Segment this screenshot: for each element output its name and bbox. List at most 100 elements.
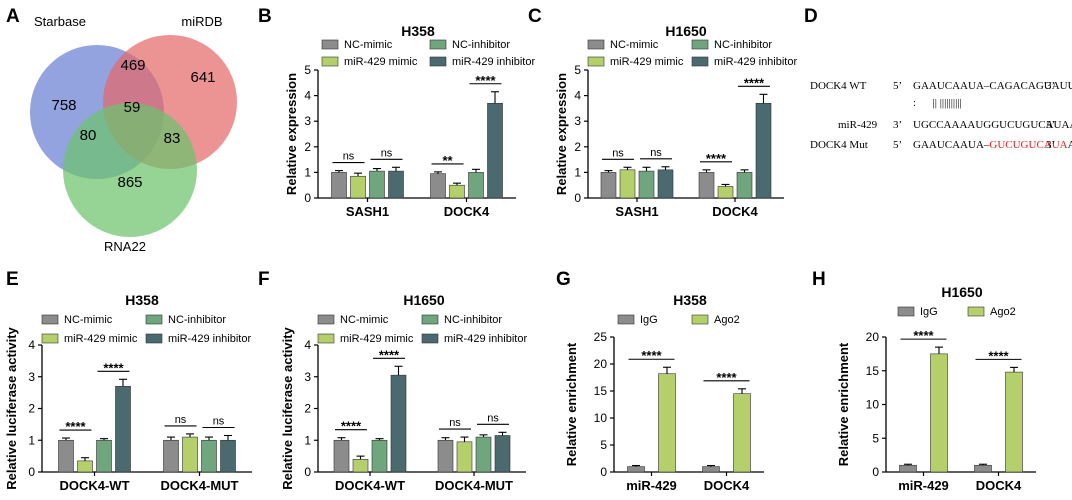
bar bbox=[437, 439, 454, 473]
bar bbox=[475, 436, 492, 473]
y-tick-label: 5 bbox=[872, 431, 879, 445]
legend-label-nc-mimic: NC-mimic bbox=[610, 39, 659, 51]
y-tick-label: 20 bbox=[594, 357, 608, 371]
significance-label: **** bbox=[379, 347, 400, 362]
significance-label: **** bbox=[341, 419, 362, 434]
legend-panel-b: NC-mimic NC-inhibitor miR-429 mimic miR-… bbox=[321, 39, 535, 68]
binding-mut-seq: GAAUCAAUA–GUCUGUCAUAAA bbox=[913, 139, 1072, 151]
panel-letter-b: B bbox=[258, 6, 272, 27]
legend-label-igg: IgG bbox=[640, 314, 658, 326]
bar bbox=[390, 374, 407, 473]
venn-count-starbase-rna22: 80 bbox=[80, 127, 97, 144]
chart-panel-e: H358 Relative luciferase activity 0 1 2 3 4 DOC… bbox=[4, 292, 252, 493]
panel-letter-f: F bbox=[258, 269, 270, 290]
bar bbox=[1005, 371, 1023, 473]
binding-mut-seq-part1: GAAUCAAUA– bbox=[913, 139, 990, 151]
chart-panel-h: H1650 Relative enrichment 0 5 10 15 20 miR-429 D… bbox=[836, 284, 1036, 493]
venn-count-starbase-only: 758 bbox=[51, 97, 76, 114]
significance-label: ns bbox=[343, 151, 355, 163]
bar bbox=[733, 393, 751, 473]
x-category-label: DOCK4 bbox=[444, 204, 490, 219]
bar bbox=[77, 460, 93, 473]
panel-letter-g: G bbox=[556, 269, 571, 290]
legend-swatch-nc-mimic bbox=[587, 39, 605, 50]
legend-swatch-ago2 bbox=[691, 314, 709, 325]
y-tick-label: 1 bbox=[28, 433, 35, 447]
bar bbox=[468, 172, 484, 199]
legend-swatch-nc-inhibitor bbox=[421, 314, 439, 325]
significance-label: **** bbox=[475, 73, 496, 88]
binding-mir-prime5: 5’ bbox=[1046, 119, 1055, 131]
bar bbox=[58, 439, 74, 473]
significance-label: **** bbox=[913, 328, 934, 343]
bar bbox=[717, 186, 734, 199]
panel-letter-h: H bbox=[812, 269, 826, 290]
bar bbox=[600, 172, 617, 199]
panel-letter-d: D bbox=[804, 6, 818, 27]
legend-swatch-nc-inhibitor bbox=[429, 39, 447, 50]
legend-panel-c: NC-mimic NC-inhibitor miR-429 mimic miR-… bbox=[587, 39, 797, 68]
legend-swatch-nc-mimic bbox=[317, 314, 335, 325]
y-tick-label: 15 bbox=[866, 364, 880, 378]
y-tick-label: 0 bbox=[574, 191, 581, 205]
bar bbox=[331, 172, 347, 199]
y-tick-label: 10 bbox=[594, 411, 608, 425]
bar bbox=[430, 173, 446, 199]
binding-pairing-marks: : || |||||||||| bbox=[913, 97, 962, 109]
bar bbox=[638, 170, 655, 199]
venn-circle-rna22 bbox=[63, 103, 197, 237]
x-category-label: DOCK4-WT bbox=[335, 478, 405, 493]
legend-label-ago2: Ago2 bbox=[990, 306, 1016, 318]
legend-label-nc-inhibitor: NC-inhibitor bbox=[452, 39, 510, 51]
legend-panel-f: NC-mimic NC-inhibitor miR-429 mimic miR-… bbox=[317, 314, 527, 345]
binding-label-wt: DOCK4 WT bbox=[810, 80, 867, 92]
bar bbox=[350, 175, 366, 199]
binding-label-mir: miR-429 bbox=[838, 119, 878, 131]
y-tick-label: 0 bbox=[304, 191, 311, 205]
venn-count-mirdb-only: 641 bbox=[190, 69, 215, 86]
y-tick-label: 1 bbox=[574, 165, 581, 179]
legend-label-igg: IgG bbox=[920, 306, 938, 318]
x-category-label: DOCK4-WT bbox=[59, 478, 129, 493]
bar bbox=[388, 170, 404, 199]
venn-label-mirdb: miRDB bbox=[181, 14, 222, 29]
bar bbox=[698, 172, 715, 199]
significance-label: ns bbox=[213, 415, 225, 427]
venn-count-all: 59 bbox=[124, 99, 141, 116]
venn-count-rna22-only: 865 bbox=[117, 174, 142, 191]
legend-label-mir-inhibitor: miR-429 inhibitor bbox=[452, 56, 535, 68]
bar bbox=[755, 102, 772, 199]
bar bbox=[657, 169, 674, 199]
bar bbox=[201, 439, 217, 473]
bar bbox=[619, 169, 636, 199]
y-tick-label: 5 bbox=[574, 63, 581, 77]
y-tick-label: 0 bbox=[872, 465, 879, 479]
y-tick-label: 5 bbox=[600, 438, 607, 452]
legend-swatch-ago2 bbox=[967, 306, 985, 317]
significance-label: **** bbox=[988, 348, 1009, 363]
y-tick-label: 3 bbox=[304, 370, 311, 384]
y-axis-label: Relative enrichment bbox=[564, 342, 579, 466]
binding-mir-seq: UGCCAAAAUGGUCUGUCAUAAU bbox=[913, 119, 1072, 131]
binding-mut-seq-part2: AA bbox=[1068, 139, 1072, 151]
y-tick-label: 5 bbox=[304, 63, 311, 77]
y-tick-label: 3 bbox=[574, 114, 581, 128]
significance-label: **** bbox=[65, 419, 86, 434]
legend-panel-g: IgG Ago2 bbox=[617, 314, 740, 326]
legend-label-ago2: Ago2 bbox=[714, 314, 740, 326]
legend-swatch-igg bbox=[897, 306, 915, 317]
y-tick-label: 2 bbox=[28, 402, 35, 416]
legend-swatch-mir-mimic bbox=[321, 56, 339, 67]
bar bbox=[182, 436, 198, 473]
bar bbox=[930, 353, 948, 473]
panel-letter-a: A bbox=[6, 6, 20, 27]
chart-panel-f: H1650 Relative luciferase activity 0 1 2 3 4 DO… bbox=[280, 292, 526, 493]
y-tick-label: 3 bbox=[28, 370, 35, 384]
legend-label-mir-mimic: miR-429 mimic bbox=[344, 56, 418, 68]
bar bbox=[702, 466, 720, 473]
binding-wt-prime5: 5’ bbox=[893, 80, 902, 92]
venn-count-starbase-mirdb: 469 bbox=[120, 57, 145, 74]
y-tick-label: 2 bbox=[304, 402, 311, 416]
significance-label: **** bbox=[103, 360, 124, 375]
